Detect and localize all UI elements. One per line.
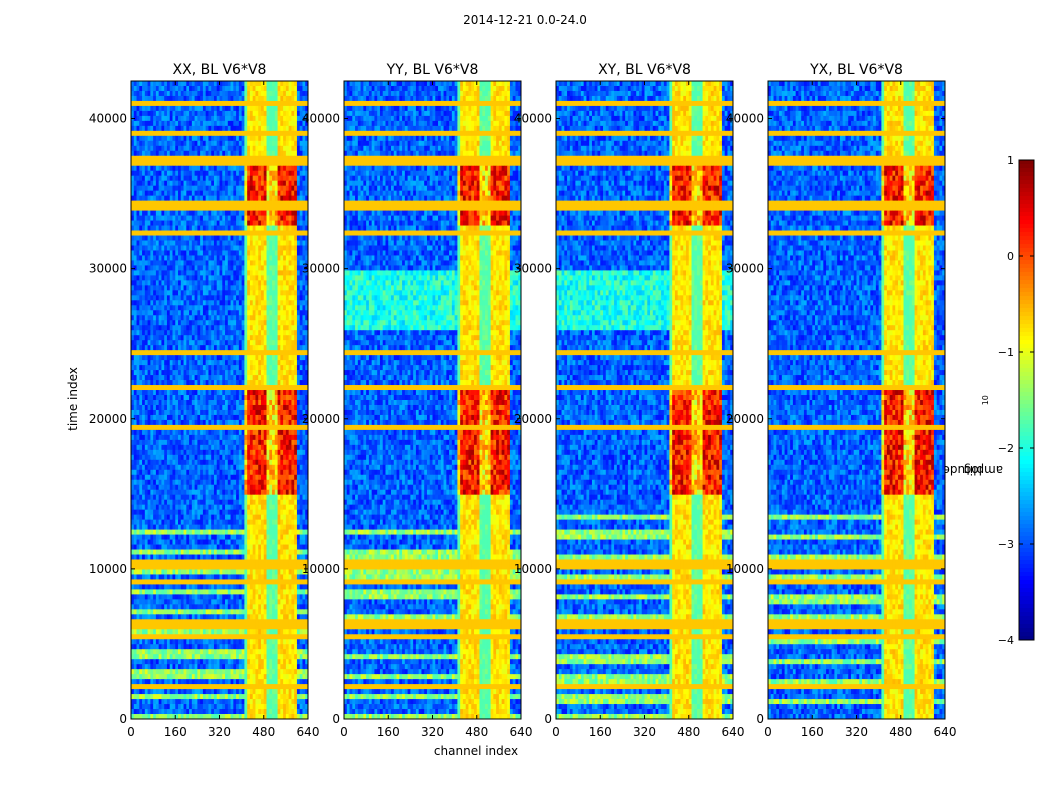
- y-tick-label: 10000: [89, 562, 127, 576]
- heatmap-image: [556, 81, 733, 719]
- y-tick-label: 20000: [302, 412, 340, 426]
- x-tick-label: 0: [340, 725, 348, 739]
- colorbar-tick-label: 0: [1007, 250, 1014, 263]
- y-tick-label: 10000: [514, 562, 552, 576]
- y-tick-label: 20000: [89, 412, 127, 426]
- x-tick-label: 320: [421, 725, 444, 739]
- panel-title: YY, BL V6*V8: [386, 62, 479, 78]
- colorbar-tick-label: 1: [1007, 154, 1014, 167]
- y-tick-label: 40000: [302, 112, 340, 126]
- panel-title: YX, BL V6*V8: [809, 62, 903, 78]
- x-tick-label: 480: [677, 725, 700, 739]
- x-tick-label: 160: [164, 725, 187, 739]
- colorbar-tick-label: −2: [998, 442, 1014, 455]
- figure-title: 2014-12-21 0.0-24.0: [0, 13, 1050, 27]
- x-axis-label: channel index: [376, 744, 576, 758]
- y-tick-label: 20000: [514, 412, 552, 426]
- y-tick-label: 20000: [726, 412, 764, 426]
- x-tick-label: 320: [633, 725, 656, 739]
- panel-xx: XX, BL V6*V8 0 160 320 480 640 0 10000 20000 3000…: [89, 62, 320, 739]
- y-tick-label: 30000: [302, 262, 340, 276]
- x-tick-label: 640: [510, 725, 533, 739]
- x-tick-label: 640: [297, 725, 320, 739]
- x-tick-label: 640: [934, 725, 957, 739]
- y-tick-label: 40000: [89, 112, 127, 126]
- x-tick-label: 160: [377, 725, 400, 739]
- y-tick-label: 40000: [726, 112, 764, 126]
- x-tick-label: 640: [722, 725, 745, 739]
- heatmap-image: [344, 81, 521, 719]
- y-tick-label: 30000: [89, 262, 127, 276]
- panel-yx: YX, BL V6*V8 0 160 320 480 640 0 10000 20000 3000…: [726, 62, 957, 739]
- colorbar-tick-label: −1: [998, 346, 1014, 359]
- colorbar: 1 0 −1 −2 −3 −4: [998, 154, 1035, 647]
- x-tick-label: 0: [552, 725, 560, 739]
- y-tick-label: 30000: [514, 262, 552, 276]
- y-tick-label: 10000: [726, 562, 764, 576]
- y-tick-label: 0: [544, 712, 552, 726]
- y-tick-label: 0: [119, 712, 127, 726]
- x-tick-label: 480: [465, 725, 488, 739]
- heatmap-image: [131, 81, 308, 719]
- y-tick-label: 0: [756, 712, 764, 726]
- x-tick-label: 480: [252, 725, 275, 739]
- x-tick-label: 320: [208, 725, 231, 739]
- x-tick-label: 160: [589, 725, 612, 739]
- colorbar-frame: [1018, 159, 1035, 641]
- x-tick-label: 160: [801, 725, 824, 739]
- y-tick-label: 0: [332, 712, 340, 726]
- x-tick-label: 0: [127, 725, 135, 739]
- heatmap-image: [768, 81, 945, 719]
- colorbar-tick-label: −4: [998, 634, 1014, 647]
- panel-title: XY, BL V6*V8: [598, 62, 691, 78]
- y-tick-label: 10000: [302, 562, 340, 576]
- panel-yy: YY, BL V6*V8 0 160 320 480 640 0 10000 20000 3000…: [302, 62, 533, 739]
- panel-title: XX, BL V6*V8: [173, 62, 267, 78]
- x-tick-label: 480: [889, 725, 912, 739]
- x-tick-label: 0: [764, 725, 772, 739]
- colorbar-tick-label: −3: [998, 538, 1014, 551]
- y-tick-label: 30000: [726, 262, 764, 276]
- y-tick-label: 40000: [514, 112, 552, 126]
- panel-xy: XY, BL V6*V8 0 160 320 480 640 0 10000 20000 3000…: [514, 62, 745, 739]
- x-tick-label: 320: [845, 725, 868, 739]
